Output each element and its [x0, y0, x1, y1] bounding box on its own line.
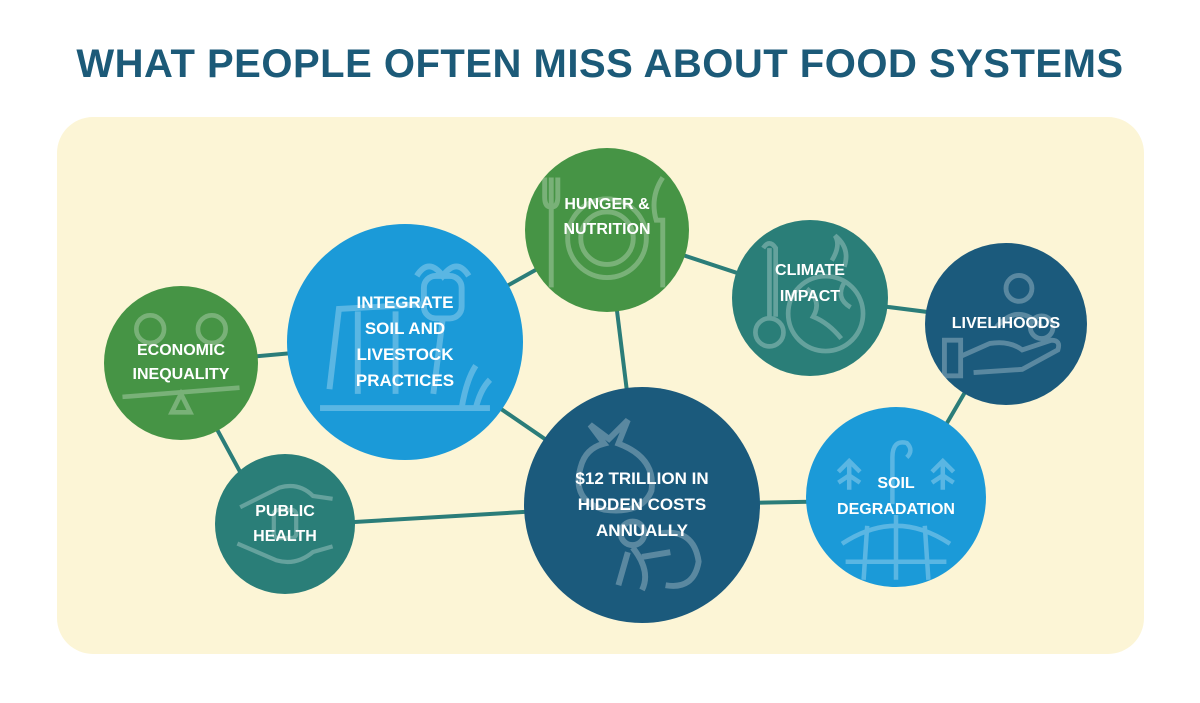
node-label: LIVELIHOODS [951, 315, 1061, 332]
thermometer-globe-icon [753, 233, 866, 354]
hands-icon [236, 483, 334, 565]
node-label: SOIL DEGRADATION [837, 475, 955, 518]
node-soil-degradation: SOIL DEGRADATION [806, 407, 986, 587]
hand-person-icon [942, 272, 1062, 379]
page-title: WHAT PEOPLE OFTEN MISS ABOUT FOOD SYSTEM… [76, 42, 1124, 86]
node-public-health: PUBLIC HEALTH [215, 454, 355, 594]
node-hidden-costs: $12 TRILLION IN HIDDEN COSTS ANNUALLY [524, 387, 760, 623]
node-label: $12 TRILLION IN HIDDEN COSTS ANNUALLY [575, 469, 709, 540]
node-label: CLIMATE IMPACT [775, 262, 845, 305]
seesaw-people-icon [122, 312, 240, 415]
node-integrate-soil-livestock: INTEGRATE SOIL AND LIVESTOCK PRACTICES [287, 224, 523, 460]
node-label: HUNGER & NUTRITION [563, 196, 651, 238]
node-label: INTEGRATE SOIL AND LIVESTOCK PRACTICES [355, 293, 455, 390]
node-label: ECONOMIC INEQUALITY [132, 342, 230, 383]
cow-icon [320, 263, 493, 412]
plate-cutlery-icon [542, 176, 666, 288]
node-hunger-nutrition: HUNGER & NUTRITION [525, 148, 689, 312]
node-label: PUBLIC HEALTH [253, 503, 317, 545]
node-climate-impact: CLIMATE IMPACT [732, 220, 888, 376]
cost-bag-person-icon [575, 417, 702, 592]
node-livelihoods: LIVELIHOODS [925, 243, 1087, 405]
globe-plants-icon [836, 440, 956, 580]
node-economic-inequality: ECONOMIC INEQUALITY [104, 286, 258, 440]
